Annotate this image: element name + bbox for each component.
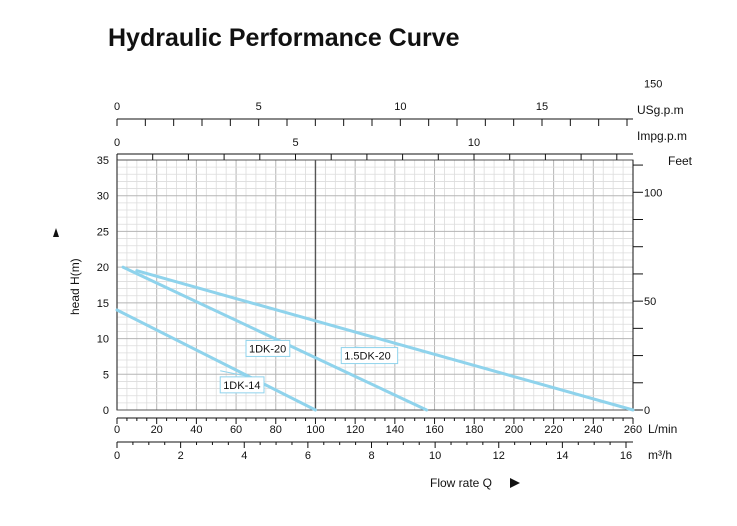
feet-tick-label: 150 bbox=[644, 78, 662, 90]
impgpm-unit-label: Impg.p.m bbox=[637, 129, 687, 143]
y-tick-label: 30 bbox=[97, 191, 109, 203]
lmin-tick-label: 120 bbox=[346, 424, 364, 436]
lmin-tick-label: 200 bbox=[505, 424, 523, 436]
m3h-tick-label: 0 bbox=[114, 450, 120, 462]
impgpm-tick-label: 10 bbox=[468, 137, 480, 149]
series-label-box bbox=[219, 376, 265, 394]
curve-15dk-20 bbox=[135, 269, 635, 412]
m3h-tick-label: 2 bbox=[178, 450, 184, 462]
impgpm-tick-label: 5 bbox=[292, 137, 298, 149]
m3h-tick-label: 14 bbox=[556, 450, 568, 462]
lmin-tick-label: 60 bbox=[230, 424, 242, 436]
y-tick-label: 15 bbox=[97, 298, 109, 310]
series-lines bbox=[115, 265, 635, 412]
usgpm-tick-label: 5 bbox=[256, 101, 262, 113]
m3h-tick-label: 8 bbox=[368, 450, 374, 462]
series-label-box bbox=[245, 339, 291, 357]
series-label: 1DK-20 bbox=[249, 343, 286, 355]
m3h-tick-label: 10 bbox=[429, 450, 441, 462]
lmin-tick-label: 240 bbox=[584, 424, 602, 436]
feet-tick-label: 50 bbox=[644, 296, 656, 308]
feet-tick-label: 100 bbox=[644, 187, 662, 199]
m3h-tick-label: 4 bbox=[241, 450, 247, 462]
y-tick-label: 20 bbox=[97, 262, 109, 274]
m3h-unit-label: m³/h bbox=[648, 448, 672, 462]
series-label-box bbox=[340, 347, 399, 365]
lmin-unit-label: L/min bbox=[648, 422, 677, 436]
m3h-tick-label: 6 bbox=[305, 450, 311, 462]
series-label: 1DK-14 bbox=[223, 380, 260, 392]
lmin-tick-label: 220 bbox=[544, 424, 562, 436]
curve-1dk-14 bbox=[115, 308, 317, 412]
lmin-tick-label: 20 bbox=[151, 424, 163, 436]
feet-tick-label: 0 bbox=[644, 405, 650, 417]
lmin-tick-label: 100 bbox=[306, 424, 324, 436]
axes: 0510152025303505010015020002040608010012… bbox=[97, 78, 663, 462]
x-axis-arrow-icon bbox=[510, 478, 520, 488]
lmin-tick-label: 260 bbox=[624, 424, 642, 436]
y-tick-label: 0 bbox=[103, 405, 109, 417]
lmin-tick-label: 80 bbox=[270, 424, 282, 436]
y-axis-label: head H(m) bbox=[68, 258, 82, 315]
lmin-tick-label: 160 bbox=[425, 424, 443, 436]
series-label: 1.5DK-20 bbox=[344, 351, 390, 363]
x-axis-label: Flow rate Q bbox=[430, 476, 492, 490]
lmin-tick-label: 40 bbox=[190, 424, 202, 436]
series-labels: 1DK-14 1DK-20 1.5DK-20 bbox=[219, 339, 399, 394]
y-tick-label: 35 bbox=[97, 155, 109, 167]
lmin-tick-label: 0 bbox=[114, 424, 120, 436]
usgpm-tick-label: 0 bbox=[114, 101, 120, 113]
chart-title: Hydraulic Performance Curve bbox=[108, 24, 460, 52]
lmin-tick-label: 180 bbox=[465, 424, 483, 436]
lmin-tick-label: 140 bbox=[386, 424, 404, 436]
curve-1dk-20 bbox=[121, 265, 429, 412]
usgpm-unit-label: USg.p.m bbox=[637, 103, 684, 117]
y-tick-label: 5 bbox=[103, 369, 109, 381]
grid bbox=[116, 159, 634, 411]
y-tick-label: 25 bbox=[97, 226, 109, 238]
feet-unit-label: Feet bbox=[668, 154, 693, 168]
m3h-tick-label: 12 bbox=[493, 450, 505, 462]
usgpm-tick-label: 15 bbox=[536, 101, 548, 113]
usgpm-tick-label: 10 bbox=[394, 101, 406, 113]
y-tick-label: 10 bbox=[97, 334, 109, 346]
m3h-tick-label: 16 bbox=[620, 450, 632, 462]
impgpm-tick-label: 0 bbox=[114, 137, 120, 149]
y-axis-arrow-icon bbox=[53, 228, 59, 237]
